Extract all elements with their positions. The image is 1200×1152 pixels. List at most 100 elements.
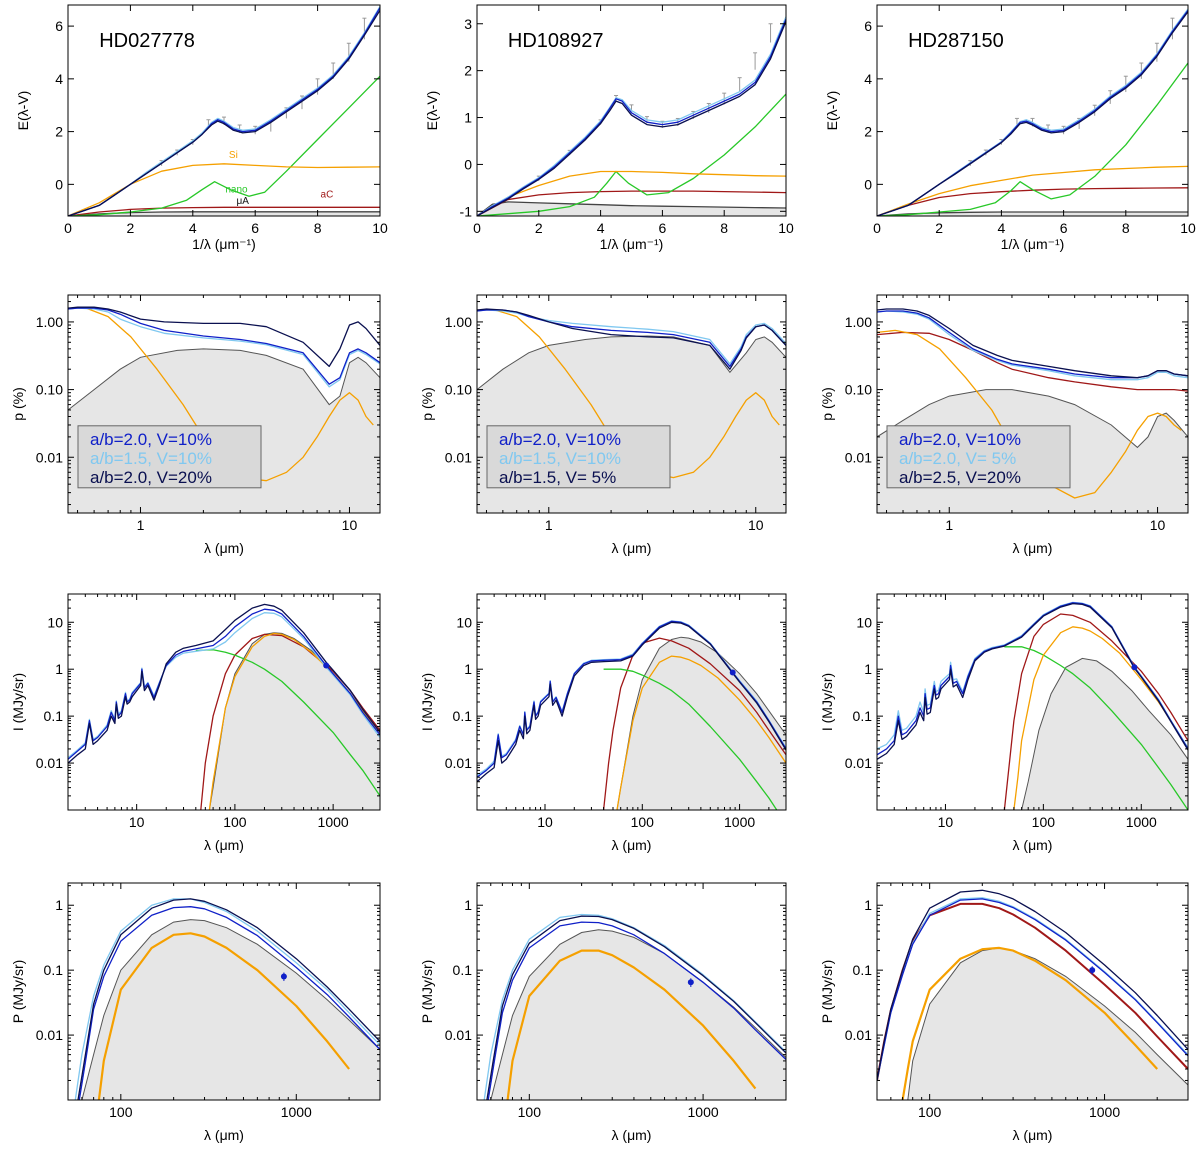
series-line-light	[68, 307, 380, 388]
y-tick-label: 1.00	[845, 314, 872, 330]
x-tick-label: 10	[342, 517, 358, 533]
data-point	[729, 669, 736, 676]
x-axis-label: λ (μm)	[204, 540, 244, 556]
data-point	[280, 973, 287, 980]
plot-area	[68, 603, 380, 810]
series-line-nano	[1004, 646, 1188, 810]
plot-frame	[476, 4, 787, 217]
x-tick-label: 8	[314, 220, 322, 236]
series-line-dark	[877, 11, 1188, 216]
y-axis-label: p (%)	[10, 387, 26, 420]
y-axis-label: P (MJy/sr)	[819, 960, 835, 1024]
y-tick-label: 2	[464, 63, 472, 79]
legend-entry: a/b=1.5, V=10%	[90, 449, 212, 468]
series-line-ac	[877, 331, 1188, 392]
x-tick-label: 6	[659, 220, 667, 236]
data-point	[687, 979, 694, 986]
star-title: HD108927	[508, 30, 604, 52]
series-line-dark	[68, 9, 380, 216]
y-tick-label: 0.01	[445, 755, 472, 771]
series-line-nano	[68, 75, 380, 216]
legend-entry: a/b=2.0, V= 5%	[899, 449, 1016, 468]
x-tick-label: 10	[938, 814, 954, 830]
series-line-light	[477, 16, 786, 216]
x-tick-label: 10	[748, 517, 764, 533]
x-axis-label: 1/λ (μm⁻¹)	[192, 236, 256, 252]
series-line-light	[477, 309, 786, 365]
series-line-si	[901, 946, 1159, 1100]
series-line-dark	[77, 898, 380, 1100]
y-tick-label: 0.1	[44, 962, 64, 978]
series-line-nano	[603, 668, 778, 810]
x-tick-label: 1	[545, 517, 553, 533]
legend-entry: a/b=1.5, V= 5%	[499, 468, 616, 487]
series-line-total	[68, 307, 380, 385]
fill-area	[490, 929, 786, 1100]
series-line-ac	[1003, 613, 1188, 810]
series-line-light	[877, 310, 1188, 381]
series-line-nano	[877, 62, 1188, 216]
x-axis-label: λ (μm)	[1013, 1127, 1053, 1143]
series-line-dark	[477, 621, 786, 783]
y-axis-label: I (MJy/sr)	[819, 673, 835, 731]
x-tick-label: 2	[127, 220, 135, 236]
x-tick-label: 4	[998, 220, 1006, 236]
panel-int1: 10 100 1000 0.01 0.1 1 10 λ (μm) I (MJy/sr)	[10, 593, 381, 853]
y-tick-label: 6	[55, 18, 63, 34]
component-annotation: nano	[225, 184, 248, 195]
y-tick-label: 0.10	[845, 382, 872, 398]
plot-area	[877, 889, 1188, 1100]
y-tick-label: 0.1	[44, 708, 64, 724]
y-tick-label: 1	[55, 661, 63, 677]
x-axis-label: λ (μm)	[204, 837, 244, 853]
panel-int3: 10 100 1000 0.01 0.1 1 10 λ (μm) I (MJy/sr)	[819, 593, 1189, 853]
y-tick-label: 1	[864, 661, 872, 677]
legend-entry: a/b=2.0, V=10%	[899, 430, 1021, 449]
component-annotation: μA	[237, 196, 250, 207]
y-tick-label: 2	[864, 124, 872, 140]
fill-area	[208, 632, 380, 810]
y-tick-label: 10	[47, 614, 63, 630]
y-tick-label: 4	[55, 71, 63, 87]
y-axis-label: I (MJy/sr)	[419, 673, 435, 731]
plot-frame	[876, 4, 1189, 217]
star-title: HD287150	[908, 30, 1004, 52]
series-line-dark	[477, 21, 786, 216]
y-tick-label: 1.00	[36, 314, 63, 330]
legend-entry: a/b=2.5, V=20%	[899, 468, 1021, 487]
x-tick-label: 10	[1180, 220, 1196, 236]
panel-pol3: 1 10 0.01 0.10 1.00 λ (μm) p (%) a/b=2.0, V=10%…	[819, 294, 1189, 556]
fill-area	[907, 947, 1188, 1100]
y-tick-label: 1	[464, 897, 472, 913]
plot-frame	[476, 882, 787, 1101]
y-tick-label: 1	[864, 897, 872, 913]
x-tick-label: 4	[189, 220, 197, 236]
x-tick-label: 1000	[724, 814, 755, 830]
x-tick-label: 10	[129, 814, 145, 830]
star-title: HD027778	[99, 30, 195, 52]
plot-area	[68, 5, 380, 216]
series-line-si	[477, 170, 786, 216]
series-line-total	[78, 906, 380, 1100]
y-tick-label: 0.10	[445, 382, 472, 398]
y-axis-label: P (MJy/sr)	[419, 960, 435, 1024]
plot-frame	[876, 882, 1189, 1101]
y-axis-label: p (%)	[419, 387, 435, 420]
plot-frame	[67, 882, 381, 1101]
x-tick-label: 100	[109, 1104, 133, 1120]
legend-box	[77, 425, 262, 489]
legend: a/b=2.0, V=10%a/b=1.5, V=10%a/b=1.5, V= …	[486, 425, 671, 489]
x-tick-label: 100	[918, 1104, 942, 1120]
x-tick-label: 10	[372, 220, 388, 236]
y-tick-label: 1.00	[445, 314, 472, 330]
x-tick-label: 8	[720, 220, 728, 236]
data-point	[323, 662, 330, 669]
x-tick-label: 100	[1032, 814, 1056, 830]
series-line-dark	[877, 308, 1188, 379]
y-tick-label: 0.01	[36, 755, 63, 771]
plot-area	[477, 620, 786, 810]
y-tick-label: 0.01	[445, 449, 472, 465]
y-axis-label: E(λ-V)	[15, 91, 31, 131]
